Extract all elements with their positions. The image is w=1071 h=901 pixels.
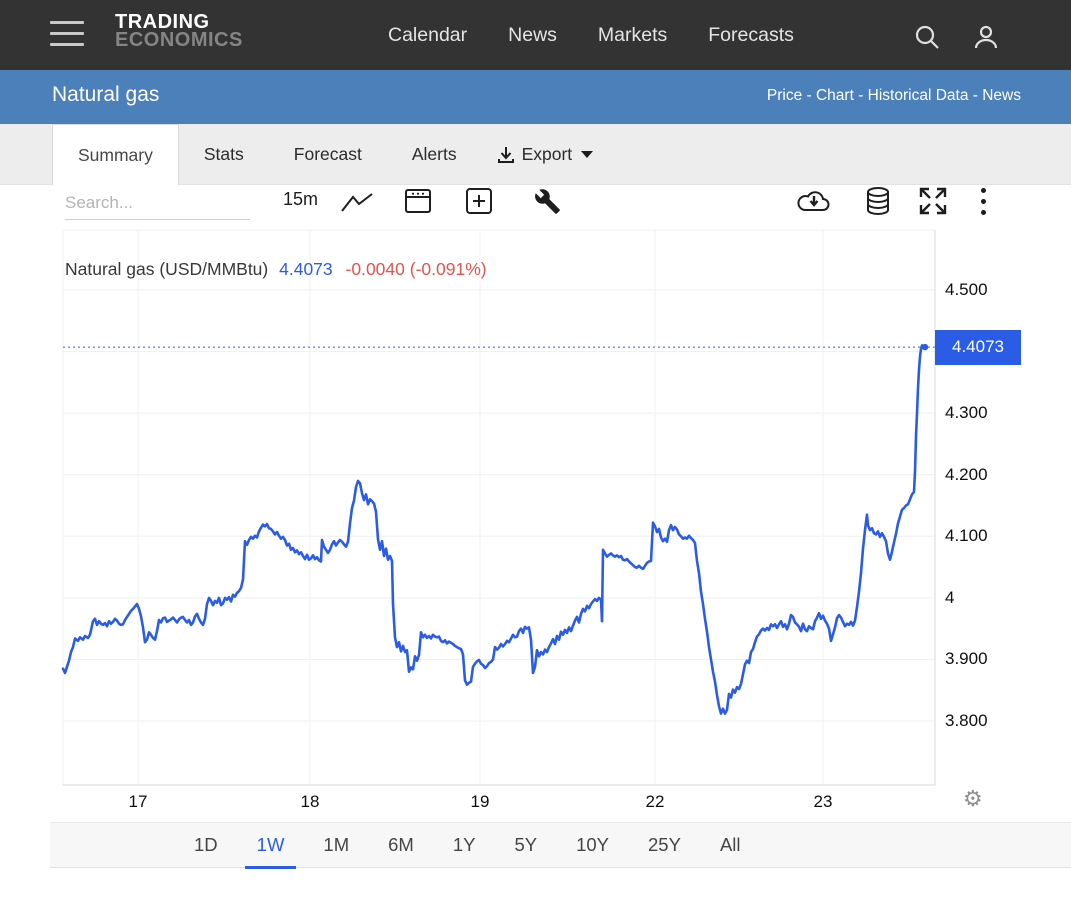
header-link-chart[interactable]: Chart (815, 87, 854, 104)
header-links: Price - Chart - Historical Data - News (767, 87, 1021, 105)
logo-line-2: ECONOMICS (115, 29, 243, 52)
header-link-separator: - (853, 87, 868, 104)
cloud-download-icon[interactable] (797, 188, 831, 219)
tabs-row: Summary Stats Forecast Alerts Export (0, 124, 1071, 185)
y-axis-label-4.100: 4.100 (945, 526, 988, 546)
data-source-database-icon[interactable] (865, 186, 891, 221)
export-button[interactable]: Export (496, 124, 594, 185)
nav-menu: Calendar News Markets Forecasts (388, 0, 794, 70)
x-axis-label-22: 22 (645, 792, 665, 811)
header-link-separator: - (968, 87, 983, 104)
nav-item-forecasts[interactable]: Forecasts (708, 23, 794, 46)
legend-series-name: Natural gas (USD/MMBtu) (65, 259, 269, 279)
y-axis-label-4.200: 4.200 (945, 464, 988, 484)
header-link-separator: - (802, 87, 816, 104)
price-line-series (61, 344, 927, 715)
current-price-badge: 4.4073 (935, 329, 1021, 365)
header-link-news[interactable]: News (982, 87, 1021, 104)
trading-economics-logo[interactable]: TRADING ECONOMICS (115, 11, 243, 52)
add-indicator-icon[interactable] (465, 187, 493, 220)
download-icon (497, 146, 514, 163)
top-navbar: TRADING ECONOMICS Calendar News Markets For… (0, 0, 1071, 70)
page-title: Natural gas (52, 83, 160, 106)
y-axis-label-4.300: 4.300 (945, 403, 988, 423)
range-1w[interactable]: 1W (244, 824, 297, 869)
legend-last-price: 4.4073 (279, 259, 333, 279)
range-6m[interactable]: 6M (388, 834, 414, 855)
date-range-icon[interactable] (404, 187, 432, 220)
y-axis-label-3.800: 3.800 (945, 710, 988, 730)
range-25y[interactable]: 25Y (648, 834, 681, 855)
hamburger-menu-icon[interactable] (50, 21, 84, 47)
search-icon[interactable] (913, 23, 941, 56)
chevron-down-icon (581, 151, 594, 158)
y-axis-label-3.900: 3.900 (945, 649, 988, 669)
user-account-icon[interactable] (972, 23, 1000, 56)
header-link-historical-data[interactable]: Historical Data (867, 87, 969, 104)
tab-stats[interactable]: Stats (203, 144, 244, 164)
range-all[interactable]: All (719, 834, 741, 855)
more-options-icon[interactable] (981, 188, 987, 221)
nav-item-news[interactable]: News (508, 23, 557, 46)
nav-item-calendar[interactable]: Calendar (388, 23, 468, 46)
range-10y[interactable]: 10Y (576, 834, 610, 855)
range-5y[interactable]: 5Y (514, 834, 538, 855)
tab-alerts[interactable]: Alerts (411, 144, 457, 164)
last-price-dot (921, 343, 929, 351)
x-axis-label-18: 18 (300, 792, 320, 811)
range-1m[interactable]: 1M (323, 834, 350, 855)
fullscreen-icon[interactable] (918, 186, 948, 221)
x-axis-label-23: 23 (813, 792, 833, 811)
search-input[interactable] (65, 191, 250, 220)
settings-wrench-icon[interactable] (534, 188, 561, 220)
x-axis-label-19: 19 (470, 792, 490, 811)
legend-change: -0.0040 (-0.091%) (345, 259, 487, 279)
chart-legend: Natural gas (USD/MMBtu) 4.4073 -0.0040 (… (65, 259, 487, 280)
y-axis-label-4: 4 (945, 587, 955, 607)
range-1y[interactable]: 1Y (452, 834, 476, 855)
tabs: Summary Stats Forecast Alerts Export (52, 124, 594, 185)
header-link-price[interactable]: Price (766, 87, 803, 104)
y-axis-label-4.500: 4.500 (945, 280, 988, 299)
logo-line-1: TRADING (115, 11, 210, 33)
axis-settings-gear-icon[interactable]: ⚙ (963, 786, 983, 811)
interval-button[interactable]: 15m (283, 189, 319, 209)
range-selector-bar: 1D 1W 1M 6M 1Y 5Y 10Y 25Y All (50, 822, 1071, 869)
x-axis-label-17: 17 (128, 792, 148, 811)
export-label: Export (521, 144, 573, 164)
tab-forecast[interactable]: Forecast (293, 144, 362, 164)
chart-type-line-icon[interactable] (340, 192, 374, 219)
instrument-header: Natural gas Price - Chart - Historical D… (0, 70, 1071, 124)
nav-item-markets[interactable]: Markets (597, 23, 668, 46)
range-1d[interactable]: 1D (194, 834, 218, 855)
tab-summary[interactable]: Summary (52, 124, 179, 185)
